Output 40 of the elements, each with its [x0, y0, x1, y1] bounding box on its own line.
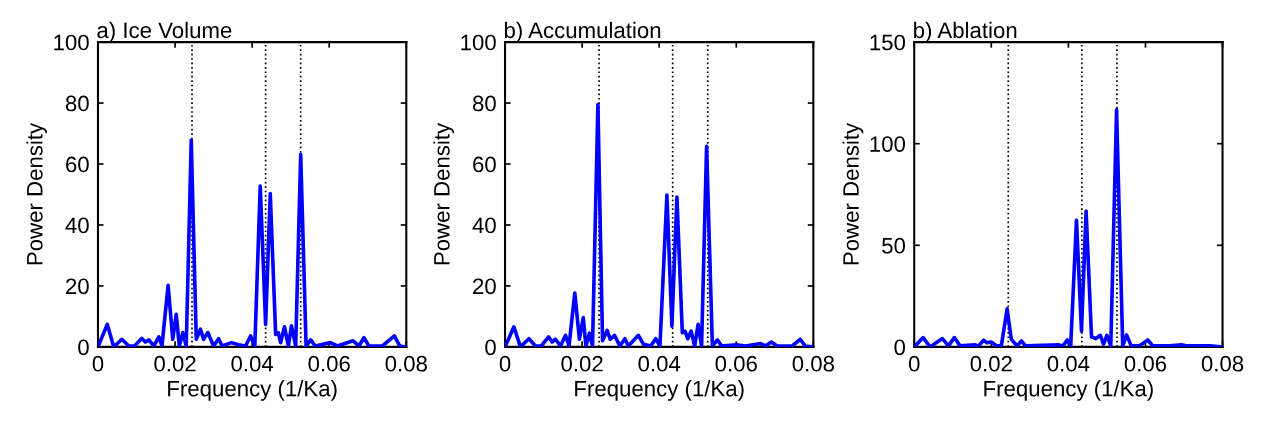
- chart-title: b) Ablation: [914, 21, 1017, 43]
- chart-title: b) Accumulation: [504, 21, 661, 43]
- x-tick-label: 0: [92, 355, 104, 372]
- y-tick-label: 150: [870, 34, 906, 51]
- x-tick-label: 0.02: [154, 355, 196, 372]
- y-tick-label: 60: [66, 156, 89, 173]
- x-tick-label: 0: [499, 355, 511, 372]
- y-tick-label: 100: [461, 34, 496, 51]
- x-tick-label: 0.06: [308, 355, 350, 372]
- x-tick-label: 0.02: [970, 355, 1012, 372]
- x-tick-label: 0.08: [1201, 355, 1244, 372]
- x-tick-label: 0.04: [1047, 355, 1090, 372]
- y-tick-label: 60: [473, 156, 496, 173]
- x-axis-title: Frequency (1/Ka): [575, 380, 744, 401]
- x-tick-label: 0.02: [561, 355, 603, 372]
- y-axis-title: Power Density: [26, 122, 48, 265]
- x-tick-label: 0.06: [1124, 355, 1167, 372]
- y-tick-label: 0: [894, 339, 906, 356]
- y-tick-label: 40: [65, 217, 89, 234]
- x-tick-label: 0.04: [638, 355, 681, 372]
- x-tick-label: 0.04: [231, 355, 274, 372]
- y-tick-label: 0: [485, 339, 496, 356]
- y-axis-title: Power Density: [842, 122, 864, 265]
- y-tick-label: 40: [472, 217, 496, 234]
- y-tick-label: 100: [54, 34, 89, 51]
- x-axis-title: Frequency (1/Ka): [984, 380, 1153, 401]
- y-tick-label: 50: [882, 237, 906, 254]
- y-tick-label: 80: [472, 95, 496, 112]
- y-tick-label: 20: [66, 278, 89, 295]
- y-tick-label: 20: [473, 278, 496, 295]
- y-tick-label: 100: [870, 136, 906, 152]
- x-tick-label: 0.08: [792, 355, 835, 372]
- x-tick-label: 0: [908, 355, 920, 372]
- y-tick-label: 80: [65, 95, 89, 112]
- y-axis-title: Power Density: [433, 122, 455, 265]
- x-axis-title: Frequency (1/Ka): [168, 380, 337, 401]
- x-tick-label: 0.08: [385, 355, 427, 372]
- y-tick-label: 0: [78, 339, 89, 356]
- chart-title: a) Ice Volume: [97, 21, 232, 43]
- x-tick-label: 0.06: [715, 355, 757, 372]
